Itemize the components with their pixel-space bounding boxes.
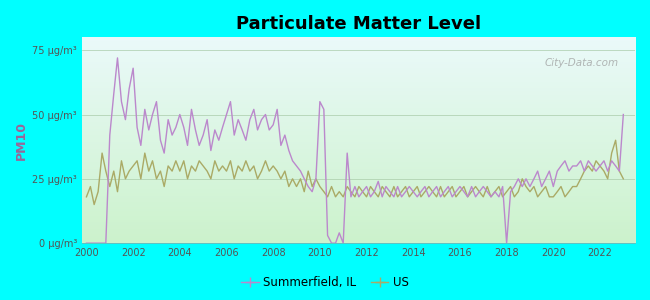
- Legend: Summerfield, IL, US: Summerfield, IL, US: [236, 272, 414, 294]
- Y-axis label: PM10: PM10: [15, 121, 28, 160]
- Text: City-Data.com: City-Data.com: [544, 58, 618, 68]
- Title: Particulate Matter Level: Particulate Matter Level: [236, 15, 481, 33]
